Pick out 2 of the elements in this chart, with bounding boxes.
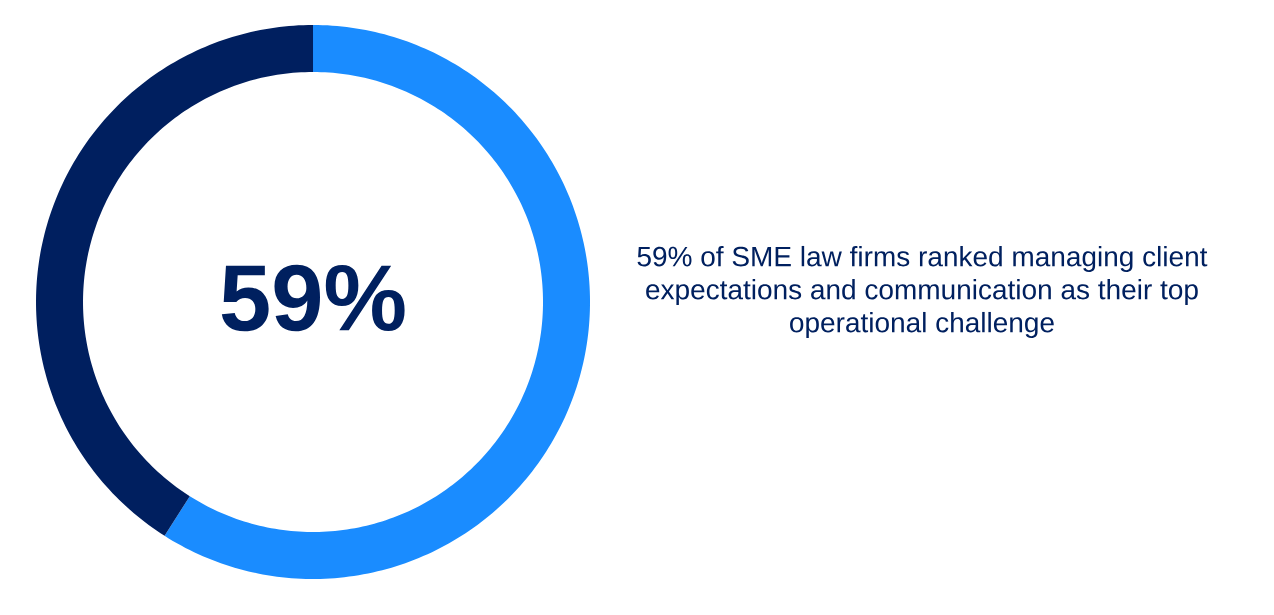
data-label: 59% [221, 264, 405, 332]
text: 59% of SME law firms ranked managing client expectations and communication as their top operational challenge [637, 245, 1208, 339]
